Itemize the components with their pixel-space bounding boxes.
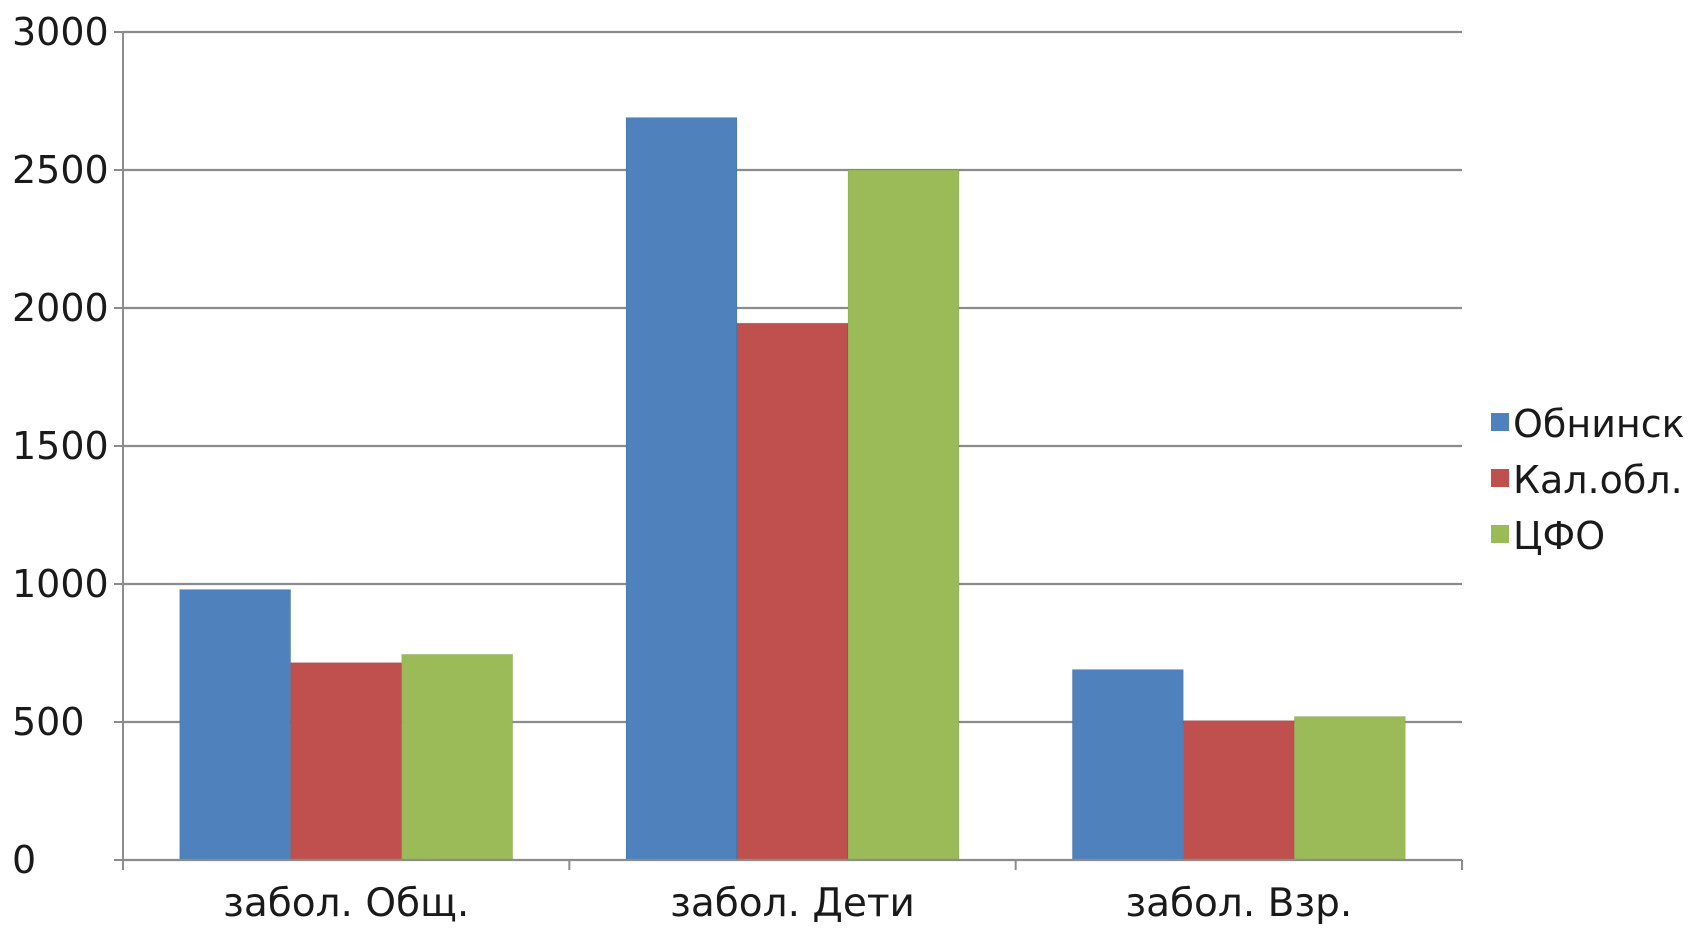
x-tick-label: забол. Общ. [223, 881, 469, 926]
bar-3-3 [1293, 715, 1406, 861]
legend-swatch [1491, 413, 1509, 431]
bars [179, 117, 1406, 861]
legend-label: Кал.обл. [1513, 458, 1683, 502]
y-tick-label: 2500 [12, 148, 109, 192]
legend-label: Обнинск [1513, 402, 1685, 446]
y-tick-label: 2000 [12, 286, 109, 330]
bar-3-1 [401, 653, 514, 861]
bar-2-2 [736, 322, 849, 861]
bar-1-2 [625, 117, 738, 861]
y-tick-label: 500 [12, 700, 85, 744]
legend-swatch [1491, 469, 1509, 487]
x-tick-label: забол. Дети [670, 881, 915, 926]
bar-2-3 [1182, 720, 1295, 861]
y-tick-label: 1000 [12, 562, 109, 606]
bar-1-1 [179, 589, 292, 861]
x-tick-label: забол. Взр. [1125, 881, 1352, 926]
y-tick-label: 3000 [12, 10, 109, 54]
bar-3-2 [847, 169, 960, 861]
bar-1-3 [1071, 669, 1184, 861]
bar-2-1 [290, 662, 403, 861]
y-tick-label: 1500 [12, 424, 109, 468]
axes: 0 500 1000 1500 2000 2500 3000 забол. Общ. забол… [12, 10, 1463, 926]
legend-swatch [1491, 525, 1509, 543]
legend: Обнинск Кал.обл. ЦФО [1491, 402, 1685, 558]
y-tick-label: 0 [12, 838, 36, 882]
legend-label: ЦФО [1513, 514, 1605, 558]
